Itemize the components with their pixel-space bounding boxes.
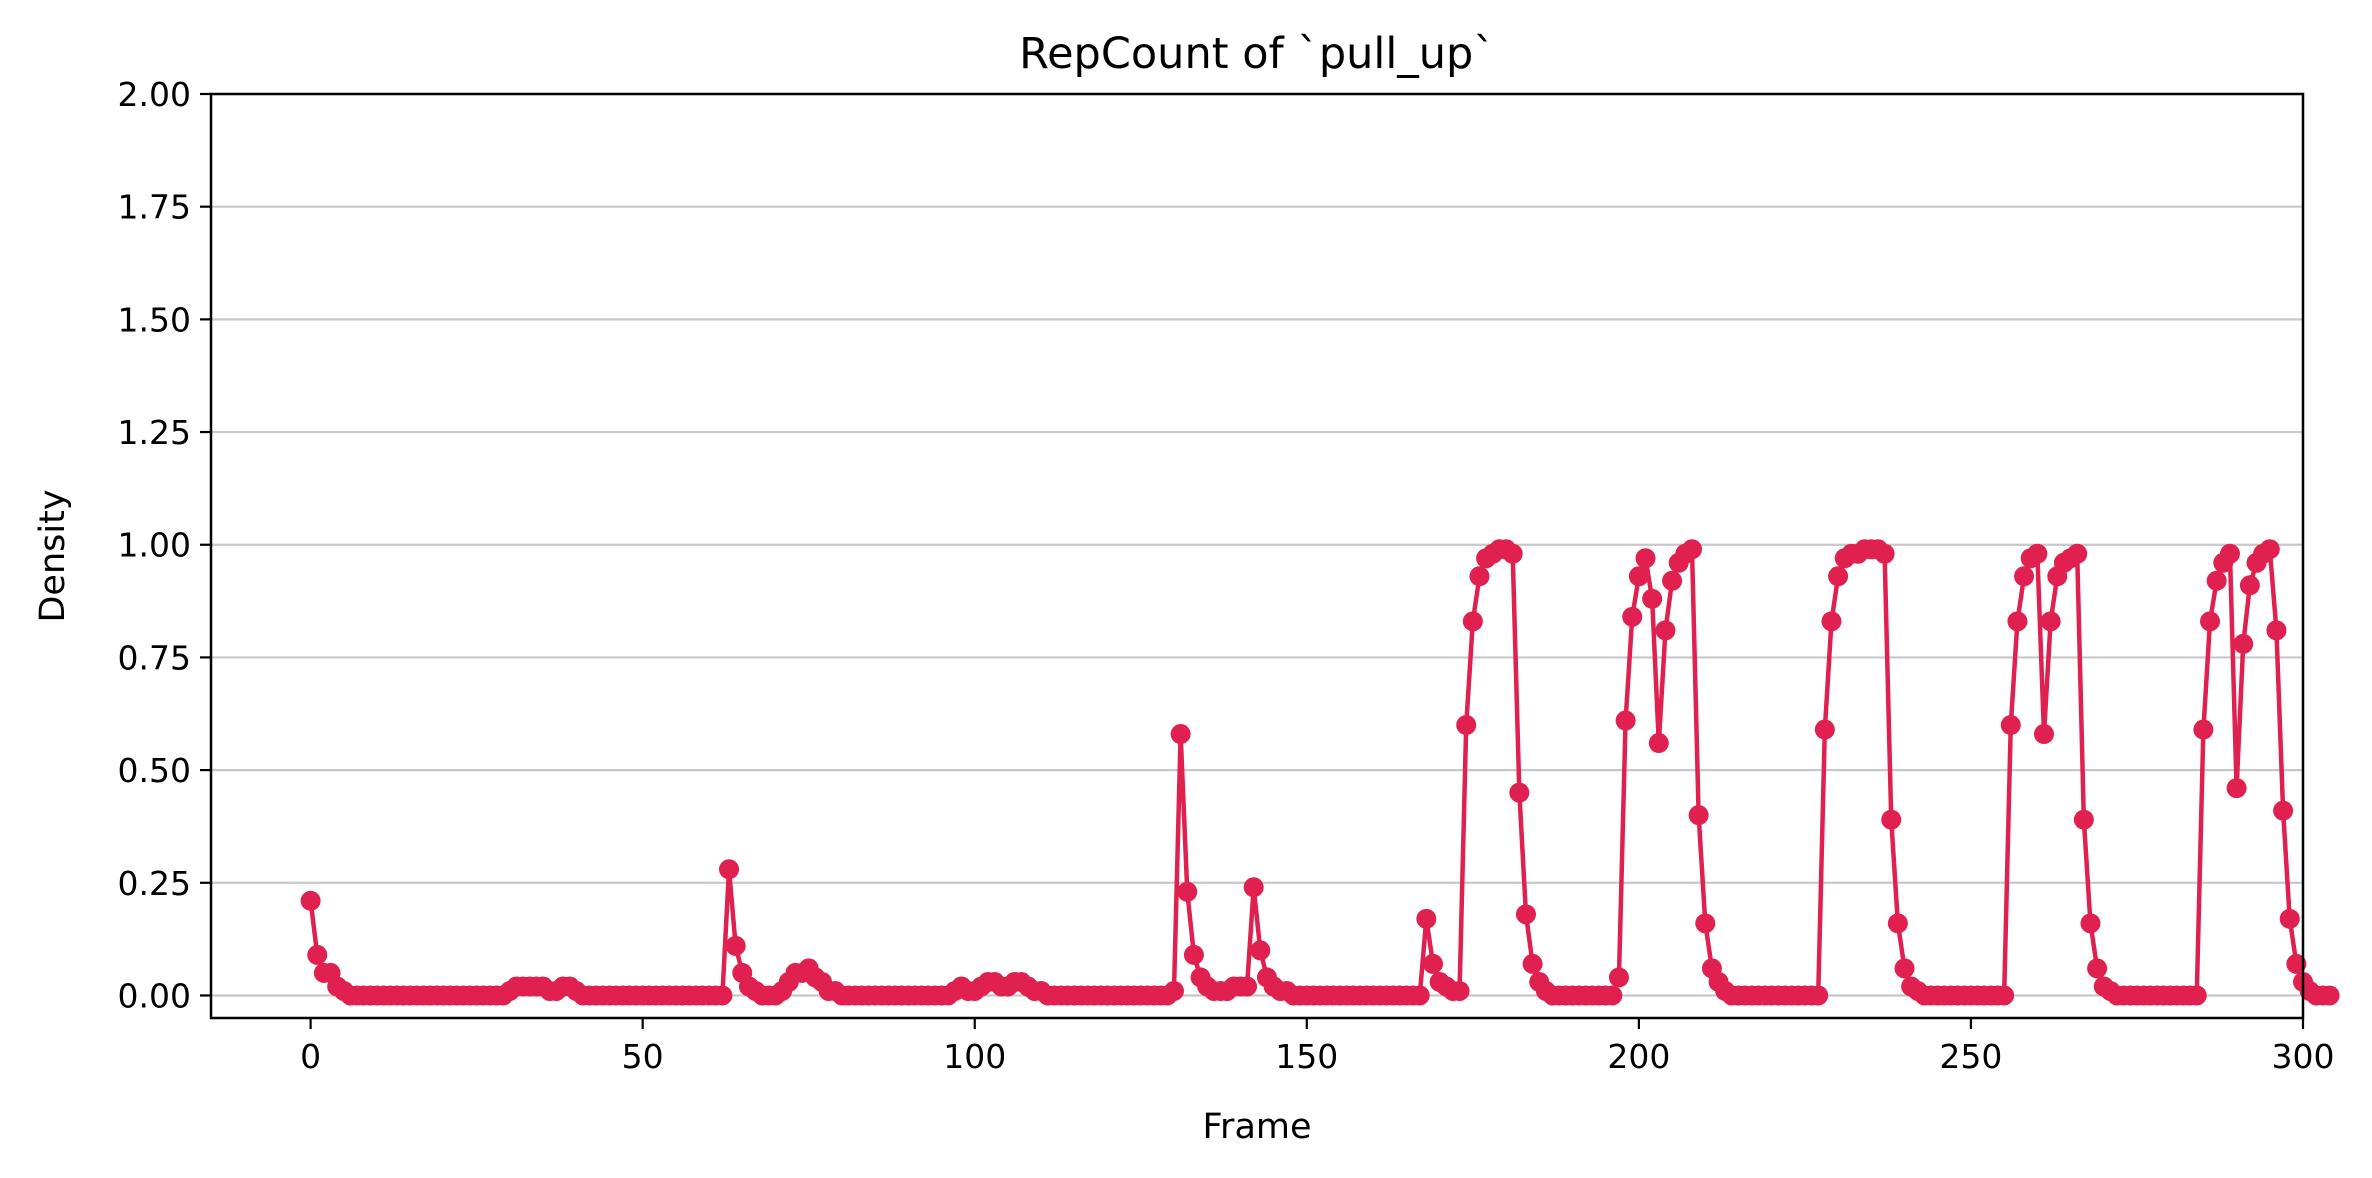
data-point: [2007, 611, 2028, 632]
data-point: [1416, 908, 1437, 929]
plot-frame: [209, 92, 2305, 1020]
x-tick-label: 200: [1607, 1037, 1670, 1076]
data-point: [2206, 570, 2227, 591]
data-point: [1170, 724, 1191, 745]
data-point: [712, 985, 733, 1006]
series-markers-group: [300, 539, 2340, 1006]
y-tick-label: 0.00: [118, 976, 191, 1015]
data-point: [1615, 710, 1636, 731]
data-point: [2033, 724, 2054, 745]
data-point: [1874, 543, 1895, 564]
data-point: [2219, 543, 2240, 564]
x-axis-ticks: 0 50 100 150 200 250 300: [300, 1018, 2335, 1076]
x-tick-label: 100: [943, 1037, 1006, 1076]
data-point: [1177, 881, 1198, 902]
data-point: [1808, 985, 1829, 1006]
y-tick-label: 1.50: [118, 300, 191, 339]
y-tick-label: 1.75: [118, 188, 191, 227]
data-point: [2319, 985, 2340, 1006]
data-point: [719, 859, 740, 880]
data-point: [2266, 620, 2287, 641]
data-point: [2226, 778, 2247, 799]
data-point: [2239, 575, 2260, 596]
data-point: [725, 935, 746, 956]
data-point: [2067, 543, 2088, 564]
data-point: [1814, 719, 1835, 740]
data-point: [1821, 611, 1842, 632]
data-point: [1688, 805, 1709, 826]
data-point: [307, 944, 328, 965]
data-point: [1422, 953, 1443, 974]
data-point: [1237, 976, 1258, 997]
data-point: [1662, 570, 1683, 591]
data-point: [2273, 800, 2294, 821]
x-tick-label: 250: [1939, 1037, 2002, 1076]
y-tick-label: 2.00: [118, 75, 191, 114]
data-point: [2073, 809, 2094, 830]
data-point: [1449, 980, 1470, 1001]
data-point: [2027, 543, 2048, 564]
data-point: [2286, 953, 2307, 974]
data-point: [1243, 877, 1264, 898]
x-tick-label: 300: [2272, 1037, 2335, 1076]
x-tick-label: 150: [1275, 1037, 1338, 1076]
data-point: [1515, 904, 1536, 925]
data-point: [1602, 985, 1623, 1006]
data-point: [1502, 543, 1523, 564]
y-tick-label: 0.50: [118, 751, 191, 790]
x-axis-label: Frame: [1202, 1107, 1311, 1147]
data-point: [1635, 548, 1656, 569]
y-tick-label: 1.25: [118, 413, 191, 452]
data-point: [1608, 967, 1629, 988]
x-tick-label: 0: [300, 1037, 321, 1076]
data-point: [1682, 539, 1702, 560]
data-point: [1894, 958, 1915, 979]
x-tick-label: 50: [622, 1037, 664, 1076]
y-axis-label: Density: [33, 489, 73, 622]
data-point: [1462, 611, 1483, 632]
y-tick-label: 0.75: [118, 638, 191, 677]
data-point: [2233, 633, 2254, 654]
data-point: [2186, 985, 2207, 1006]
data-point: [2193, 719, 2214, 740]
data-point: [2200, 611, 2221, 632]
data-point: [2000, 715, 2021, 736]
data-point: [1994, 985, 2015, 1006]
data-point: [1887, 913, 1908, 934]
data-point: [300, 890, 321, 911]
data-point: [2087, 958, 2108, 979]
data-point: [1509, 782, 1530, 803]
y-tick-label: 1.00: [118, 526, 191, 565]
data-point: [2259, 539, 2280, 560]
data-point: [2279, 908, 2300, 929]
data-point: [1622, 606, 1643, 627]
data-point: [1469, 566, 1490, 587]
data-point: [1522, 953, 1543, 974]
data-point: [1642, 588, 1663, 609]
data-point: [2040, 611, 2061, 632]
data-point: [1628, 566, 1649, 587]
y-tick-label: 0.25: [118, 864, 191, 903]
data-point: [2014, 566, 2035, 587]
data-point: [1163, 980, 1184, 1001]
data-point: [1250, 940, 1271, 961]
data-point: [1409, 985, 1430, 1006]
data-point: [1655, 620, 1676, 641]
data-point: [1183, 944, 1204, 965]
data-point: [1456, 715, 1477, 736]
data-point: [1828, 566, 1849, 587]
data-point: [2080, 913, 2101, 934]
data-point: [1881, 809, 1902, 830]
data-point: [1695, 913, 1716, 934]
chart-title: RepCount of `pull_up`: [1019, 29, 1495, 79]
data-point: [1648, 733, 1669, 754]
y-axis-ticks: 0.00 0.25 0.50 0.75 1.00 1.25 1.50 1.75 2.00: [118, 75, 211, 1015]
